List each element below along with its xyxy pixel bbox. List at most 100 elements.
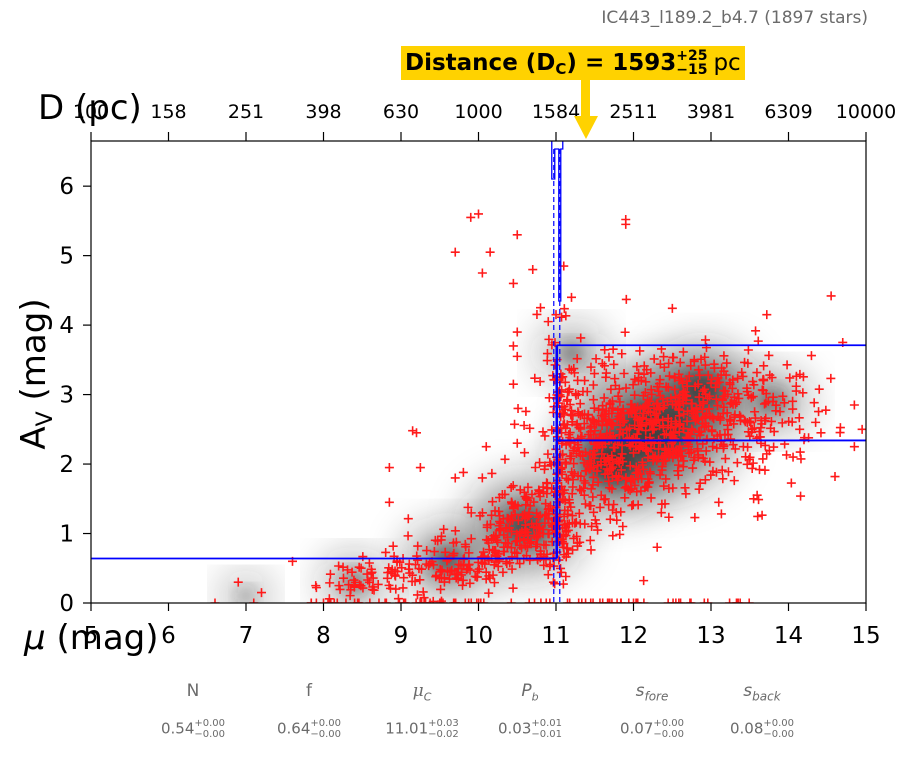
scatter-point <box>535 377 545 387</box>
scatter-point <box>601 368 611 378</box>
scatter-point <box>664 483 674 493</box>
scatter-point <box>636 486 646 496</box>
y-tick-label: 6 <box>59 174 74 200</box>
scatter-point <box>572 420 582 430</box>
scatter-point <box>530 373 540 383</box>
scatter-point <box>533 512 543 522</box>
scatter-point <box>494 493 504 503</box>
scatter-point <box>715 429 725 439</box>
scatter-point <box>731 598 741 603</box>
scatter-point <box>745 452 755 462</box>
y-tick-label: 2 <box>59 452 74 478</box>
scatter-point <box>738 442 748 452</box>
scatter-point <box>708 466 718 476</box>
scatter-point <box>570 518 580 528</box>
top-tick-label: 3981 <box>687 101 735 123</box>
scatter-point <box>521 406 531 416</box>
scatter-point <box>658 415 668 425</box>
scatter-point <box>591 419 601 429</box>
y-tick-label: 5 <box>59 244 74 270</box>
scatter-point <box>323 598 333 603</box>
x-tick-label: 9 <box>394 623 409 649</box>
scatter-point <box>436 584 446 594</box>
scatter-point <box>404 559 414 569</box>
x-axis-ticks: 5 6 7 8 9 10 11 12 13 14 15 <box>84 603 881 649</box>
scatter-point <box>438 598 448 603</box>
scatter-point <box>699 598 709 603</box>
scatter-point <box>720 391 730 401</box>
scatter-point <box>764 446 774 456</box>
scatter-point <box>712 443 722 453</box>
scatter-point <box>661 429 671 439</box>
scatter-point <box>541 598 551 603</box>
scatter-point <box>520 541 530 551</box>
scatter-point <box>457 567 467 577</box>
scatter-point <box>435 567 445 577</box>
scatter-point <box>688 463 698 473</box>
scatter-point <box>725 598 735 603</box>
scatter-point <box>591 354 601 364</box>
scatter-point <box>782 450 792 460</box>
scatter-point <box>335 584 345 594</box>
scatter-point <box>751 326 761 336</box>
scatter-point <box>760 416 770 426</box>
scatter-point <box>588 480 598 490</box>
scatter-point <box>580 499 590 509</box>
distance-label-sub: C <box>555 60 567 78</box>
stat-plus: +0.00 <box>310 718 342 729</box>
scatter-point <box>703 598 713 603</box>
scatter-point <box>575 399 585 409</box>
stat-name: sfore <box>635 681 669 704</box>
scatter-point <box>635 346 645 356</box>
scatter-point <box>684 371 694 381</box>
scatter-point <box>344 580 354 590</box>
scatter-point <box>436 598 446 603</box>
scatter-point <box>249 598 259 603</box>
scatter-point <box>648 425 658 435</box>
scatter-point <box>506 598 516 603</box>
scatter-point <box>551 310 561 320</box>
scatter-point <box>620 327 630 337</box>
scatter-point <box>607 408 617 418</box>
scatter-point <box>830 472 840 482</box>
stat-plus: +0.01 <box>531 718 563 729</box>
scatter-point <box>447 565 457 575</box>
scatter-point <box>674 460 684 470</box>
scatter-point <box>592 466 602 476</box>
scatter-point <box>734 393 744 403</box>
y-axis-label: AV (mag) <box>14 298 58 449</box>
scatter-point <box>512 230 522 240</box>
scatter-point <box>415 575 425 585</box>
scatter-point <box>698 386 708 396</box>
scatter-point <box>626 406 636 416</box>
scatter-point <box>599 361 609 371</box>
scatter-point <box>624 440 634 450</box>
scatter-point <box>399 598 409 603</box>
scatter-point <box>725 399 735 409</box>
scatter-point <box>507 526 517 536</box>
stat-value-number: 0.08 <box>729 719 764 738</box>
scatter-point <box>543 570 553 580</box>
scatter-point <box>586 362 596 372</box>
scatter-point <box>512 351 522 361</box>
scatter-point <box>388 541 398 551</box>
scatter-point <box>643 482 653 492</box>
scatter-point <box>568 411 578 421</box>
scatter-point <box>581 466 591 476</box>
scatter-point <box>663 598 673 603</box>
scatter-point <box>806 351 816 361</box>
scatter-point <box>476 598 486 603</box>
scatter-point <box>701 421 711 431</box>
scatter-point <box>706 470 716 480</box>
scatter-point <box>788 404 798 414</box>
scatter-point <box>700 384 710 394</box>
scatter-point <box>512 548 522 558</box>
scatter-point <box>616 598 626 603</box>
scatter-point <box>687 398 697 408</box>
scatter-point <box>512 536 522 546</box>
scatter-point <box>506 482 516 492</box>
scatter-point <box>550 579 560 589</box>
x-axis-label: μ (mag) <box>23 618 159 658</box>
scatter-point <box>560 457 570 467</box>
